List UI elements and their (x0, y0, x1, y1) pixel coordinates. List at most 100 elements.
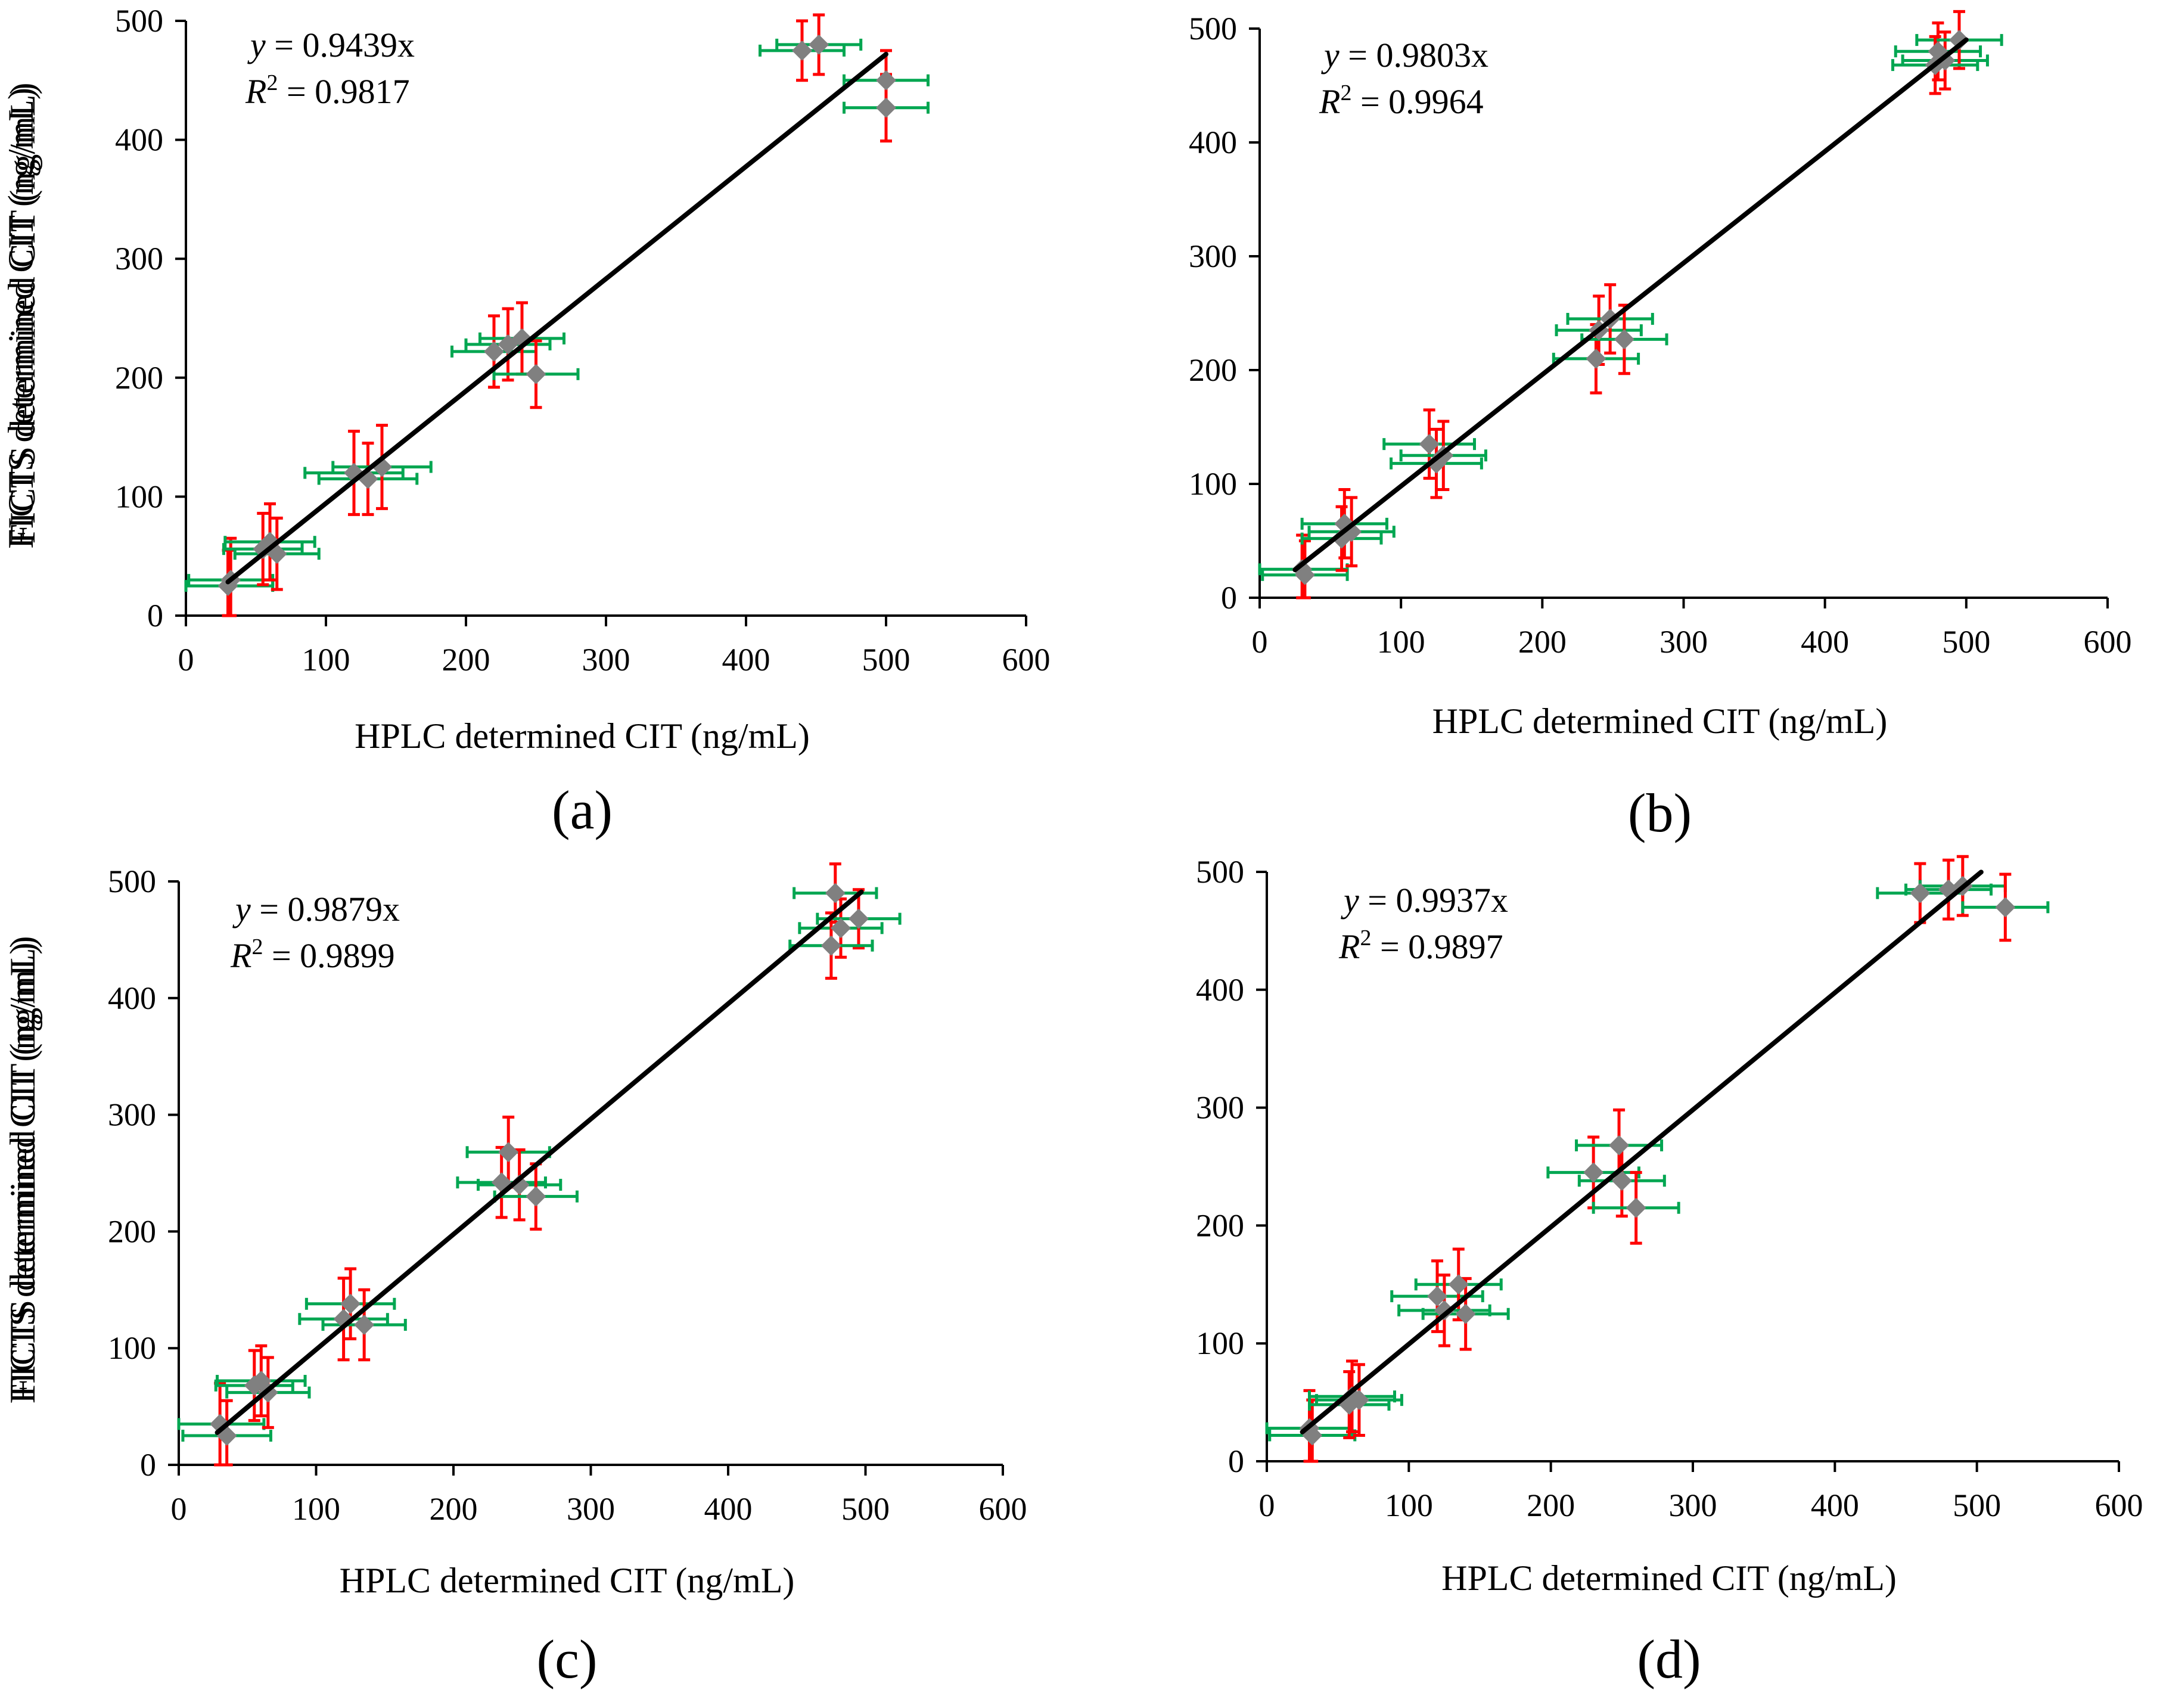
r-squared: R2 = 0.9899 (230, 934, 395, 975)
x-tick-label: 500 (1953, 1487, 2001, 1523)
y-tick-label: 0 (1228, 1443, 1244, 1479)
x-tick-label: 600 (2084, 624, 2132, 660)
diamond-marker (1419, 434, 1440, 455)
y-tick-label: 300 (108, 1097, 156, 1133)
diamond-marker (1448, 1274, 1469, 1295)
y-tick-label: 500 (1189, 11, 1237, 46)
panel-label: (c) (536, 1629, 597, 1690)
x-tick-label: 600 (979, 1491, 1027, 1527)
r-squared-exponent: 2 (251, 934, 263, 959)
diamond-marker (484, 341, 504, 362)
x-tick-label: 100 (302, 642, 350, 678)
panel-label: (a) (552, 780, 613, 840)
y-tick-label: 500 (108, 864, 156, 899)
y-tick-label: 200 (115, 360, 163, 396)
diamond-marker (1455, 1303, 1476, 1324)
diamond-marker (1583, 1162, 1604, 1183)
y-tick-label: 400 (115, 122, 163, 158)
r-squared-value: = 0.9899 (263, 936, 394, 975)
equation-variable: y (232, 890, 251, 928)
diamond-marker (1614, 329, 1634, 350)
diamond-marker (1910, 883, 1931, 903)
y-tick-label: 300 (115, 241, 163, 277)
x-tick-label: 200 (1518, 624, 1567, 660)
x-axis-title: HPLC determined CIT (ng/mL) (1432, 701, 1888, 741)
diamond-marker (509, 1175, 530, 1195)
diamond-marker (1586, 348, 1606, 369)
diamond-marker (1995, 897, 2016, 918)
diamond-marker (253, 539, 274, 560)
r-squared: R2 = 0.9897 (1338, 926, 1503, 966)
equation-text: = 0.9439x (266, 26, 415, 64)
diamond-marker (821, 935, 841, 956)
r-squared: R2 = 0.9817 (245, 70, 410, 111)
diamond-marker (526, 364, 546, 384)
y-tick-label: 100 (1189, 466, 1237, 502)
panel-label: (b) (1628, 782, 1692, 843)
x-tick-label: 600 (1002, 642, 1051, 678)
diamond-marker (1609, 1135, 1630, 1156)
diamond-marker (1294, 564, 1315, 585)
diamond-marker (1434, 1300, 1455, 1321)
equation-variable: y (1341, 881, 1359, 920)
diamond-marker (1427, 1286, 1447, 1307)
x-tick-label: 100 (292, 1491, 340, 1527)
diamond-marker (831, 918, 851, 939)
x-tick-label: 300 (567, 1491, 615, 1527)
y-axis-title: FICTS determined CIT (ng/mL) (3, 83, 42, 544)
x-tick-label: 500 (1942, 624, 1990, 660)
diamond-marker (244, 1375, 265, 1396)
diamond-marker (498, 1142, 519, 1163)
x-tick-label: 400 (704, 1491, 753, 1527)
r-squared-value: = 0.9897 (1371, 927, 1503, 966)
equation-text: = 0.9937x (1359, 881, 1508, 920)
y-tick-label: 200 (1189, 352, 1237, 388)
panel-b: 0 100 200 300 400 500 6000100200300400500HPLC … (3, 10, 2132, 843)
y-tick-label: 500 (1196, 854, 1244, 890)
y-tick-label: 500 (115, 3, 163, 39)
x-tick-label: 100 (1385, 1487, 1433, 1523)
regression-equation: y = 0.9439x (247, 26, 415, 64)
r-squared-symbol: R (1319, 82, 1340, 121)
x-tick-label: 200 (1527, 1487, 1575, 1523)
r-squared-exponent: 2 (1360, 926, 1371, 951)
diamond-marker (526, 1186, 546, 1207)
diamond-marker (1626, 1197, 1646, 1218)
regression-equation: y = 0.9803x (1321, 36, 1488, 74)
diamond-marker (848, 908, 869, 929)
x-tick-label: 0 (1252, 624, 1268, 660)
diamond-marker (1948, 30, 1969, 51)
r-squared-symbol: R (245, 72, 266, 111)
panel-c: 0 100 200 300 400 500 600 0 100 200 300 400 500 HPLC … (3, 862, 1027, 1690)
regression-equation: y = 0.9937x (1341, 881, 1508, 920)
y-tick-label: 100 (108, 1330, 156, 1366)
y-tick-label: 0 (1221, 580, 1237, 616)
r-squared-exponent: 2 (1340, 80, 1351, 105)
x-tick-label: 400 (1811, 1487, 1859, 1523)
diamond-marker (876, 70, 896, 91)
equation-text: = 0.9803x (1340, 36, 1488, 74)
x-tick-label: 600 (2095, 1487, 2143, 1523)
y-tick-label: 400 (1189, 125, 1237, 160)
x-tick-label: 300 (1669, 1487, 1717, 1523)
x-tick-label: 500 (841, 1491, 890, 1527)
y-tick-label: 200 (108, 1213, 156, 1249)
x-tick-label: 500 (862, 642, 910, 678)
x-tick-label: 100 (1377, 624, 1425, 660)
r-squared-symbol: R (230, 936, 251, 975)
x-tick-label: 200 (442, 642, 490, 678)
equation-variable: y (1321, 36, 1340, 74)
equation-text: = 0.9879x (251, 890, 400, 928)
panel-label: (d) (1637, 1629, 1701, 1690)
y-tick-label: 200 (1196, 1207, 1244, 1243)
diamond-marker (340, 1293, 361, 1314)
x-tick-label: 400 (722, 642, 770, 678)
y-tick-label: 100 (115, 479, 163, 514)
r-squared-symbol: R (1338, 927, 1360, 966)
x-tick-label: 400 (1801, 624, 1849, 660)
y-tick-label: 100 (1196, 1325, 1244, 1361)
r-squared: R2 = 0.9964 (1319, 80, 1484, 121)
x-tick-label: 0 (1259, 1487, 1275, 1523)
diamond-marker (1331, 528, 1352, 549)
